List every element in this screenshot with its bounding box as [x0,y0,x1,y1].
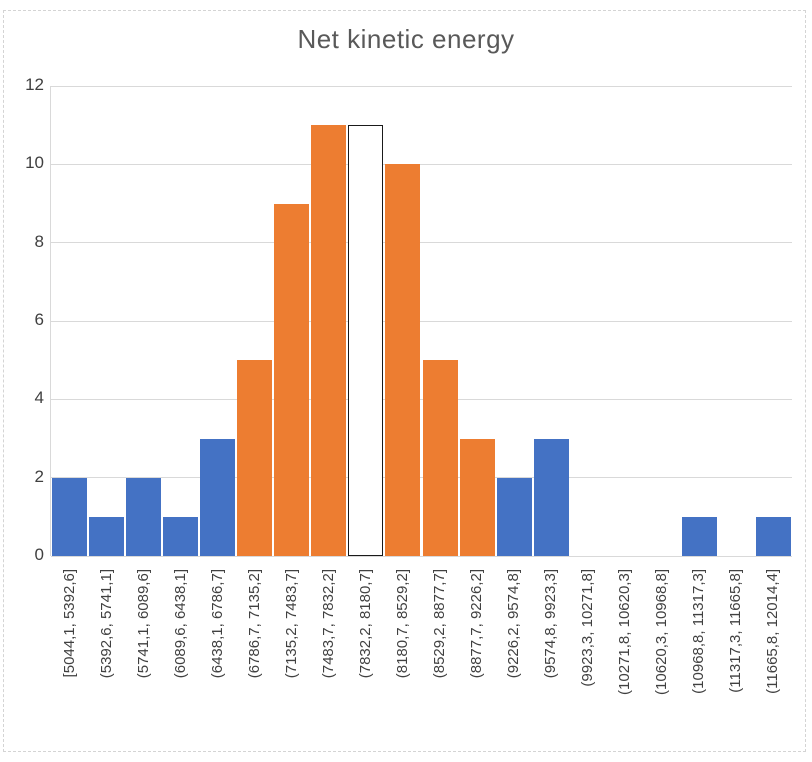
x-tick-label: (7135,2, 7483,7] [282,569,300,679]
x-tick-label: (8529,2, 8877,7] [431,569,449,679]
x-tick-label: (11665,8, 12014,4] [764,569,782,694]
histogram-bar [385,164,421,556]
x-tick-label: (10968,8, 11317,3] [690,569,708,694]
histogram-bar [163,516,199,556]
x-tick-label: [5044,1, 5392,6] [60,569,78,678]
x-tick-label: (10620,3, 10968,8] [653,569,671,695]
x-tick-label: (9574,8, 9923,3] [542,569,560,679]
histogram-bar [311,125,347,556]
histogram-bar [496,477,532,556]
y-tick-label: 6 [34,310,44,329]
gridline [51,320,792,322]
gridline [51,477,792,479]
gridline [51,398,792,400]
histogram-bar [52,477,88,556]
x-tick-label: (6438,1, 6786,7] [208,569,226,679]
chart-title: Net kinetic energy [297,24,515,54]
histogram-bar [89,516,125,556]
histogram-bar [459,438,495,556]
x-tick-label: (11317,3, 11665,8] [727,569,745,693]
histogram-bar [422,360,458,556]
x-tick-label: (5392,6, 5741,1] [97,569,115,679]
histogram-bar [126,477,162,556]
y-tick-label: 12 [25,75,44,94]
gridline [51,85,792,87]
x-tick-label: (5741,1, 6089,6] [134,569,152,679]
y-axis-line [50,86,51,556]
x-tick-label: (6786,7, 7135,2] [245,569,263,679]
y-tick-label: 4 [34,388,44,408]
histogram-bar [274,203,310,556]
x-tick-label: (7832,2, 8180,7] [356,569,374,679]
x-tick-label: (8877,7, 9226,2] [468,569,486,679]
x-tick-label: (9923,3, 10271,8] [579,569,597,687]
y-tick-label: 8 [34,231,44,251]
y-tick-label: 2 [34,466,44,486]
histogram-bar [200,438,236,556]
x-tick-label: (8180,7, 8529,2] [393,569,411,679]
histogram-bar [681,516,717,556]
histogram-bar [348,125,384,556]
gridline [51,242,792,244]
histogram-bar [533,438,569,556]
histogram-bar [237,360,273,556]
gridline [51,163,792,165]
y-tick-label: 10 [25,153,44,173]
histogram-bar [755,516,791,556]
gridline [51,555,792,557]
x-tick-label: (7483,7, 7832,2] [319,569,337,679]
x-tick-label: (6089,6, 6438,1] [171,569,189,679]
x-tick-label: (9226,2, 9574,8] [505,569,523,679]
x-tick-label: (10271,8, 10620,3] [616,569,634,695]
y-tick-label: 0 [34,545,44,564]
